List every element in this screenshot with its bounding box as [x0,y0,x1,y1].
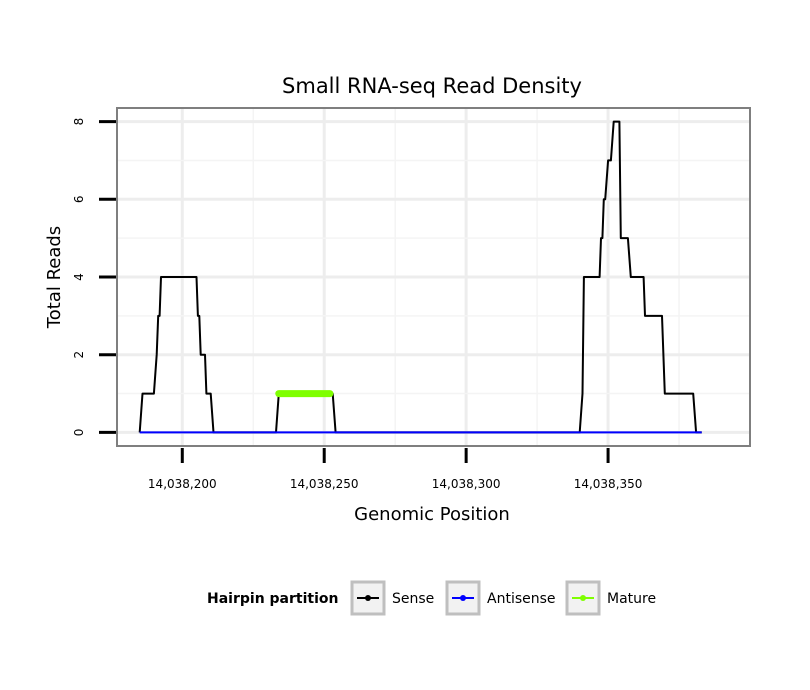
series-line-sense [138,120,702,434]
y-tick-label: 8 [72,118,86,126]
y-tick-label: 6 [72,195,86,203]
series-layer [138,120,702,434]
legend-item-mature[interactable]: Mature [565,580,656,616]
legend-item-antisense[interactable]: Antisense [445,580,556,616]
chart-title: Small RNA-seq Read Density [282,74,582,98]
legend-key-point [460,595,466,601]
legend-label-antisense: Antisense [487,591,556,607]
legend-key-point [365,595,371,601]
y-tick-label: 2 [72,351,86,359]
x-tick-label: 14,038,350 [574,477,643,491]
legend-key-point [580,595,586,601]
legend: Hairpin partition Sense Antisense Mature [207,580,656,616]
axes: 14,038,200 14,038,250 14,038,300 14,038,350… [72,118,642,491]
legend-item-sense[interactable]: Sense [350,580,434,616]
x-tick-label: 14,038,250 [290,477,359,491]
legend-label-mature: Mature [607,591,656,607]
y-axis-label: Total Reads [44,226,65,329]
legend-title: Hairpin partition [207,591,338,607]
x-tick-label: 14,038,200 [148,477,217,491]
x-tick-label: 14,038,300 [432,477,501,491]
plot-panel-border [116,107,751,447]
legend-label-sense: Sense [392,591,434,607]
y-tick-label: 4 [72,273,86,281]
y-tick-label: 0 [72,429,86,437]
x-axis-label: Genomic Position [354,504,510,525]
